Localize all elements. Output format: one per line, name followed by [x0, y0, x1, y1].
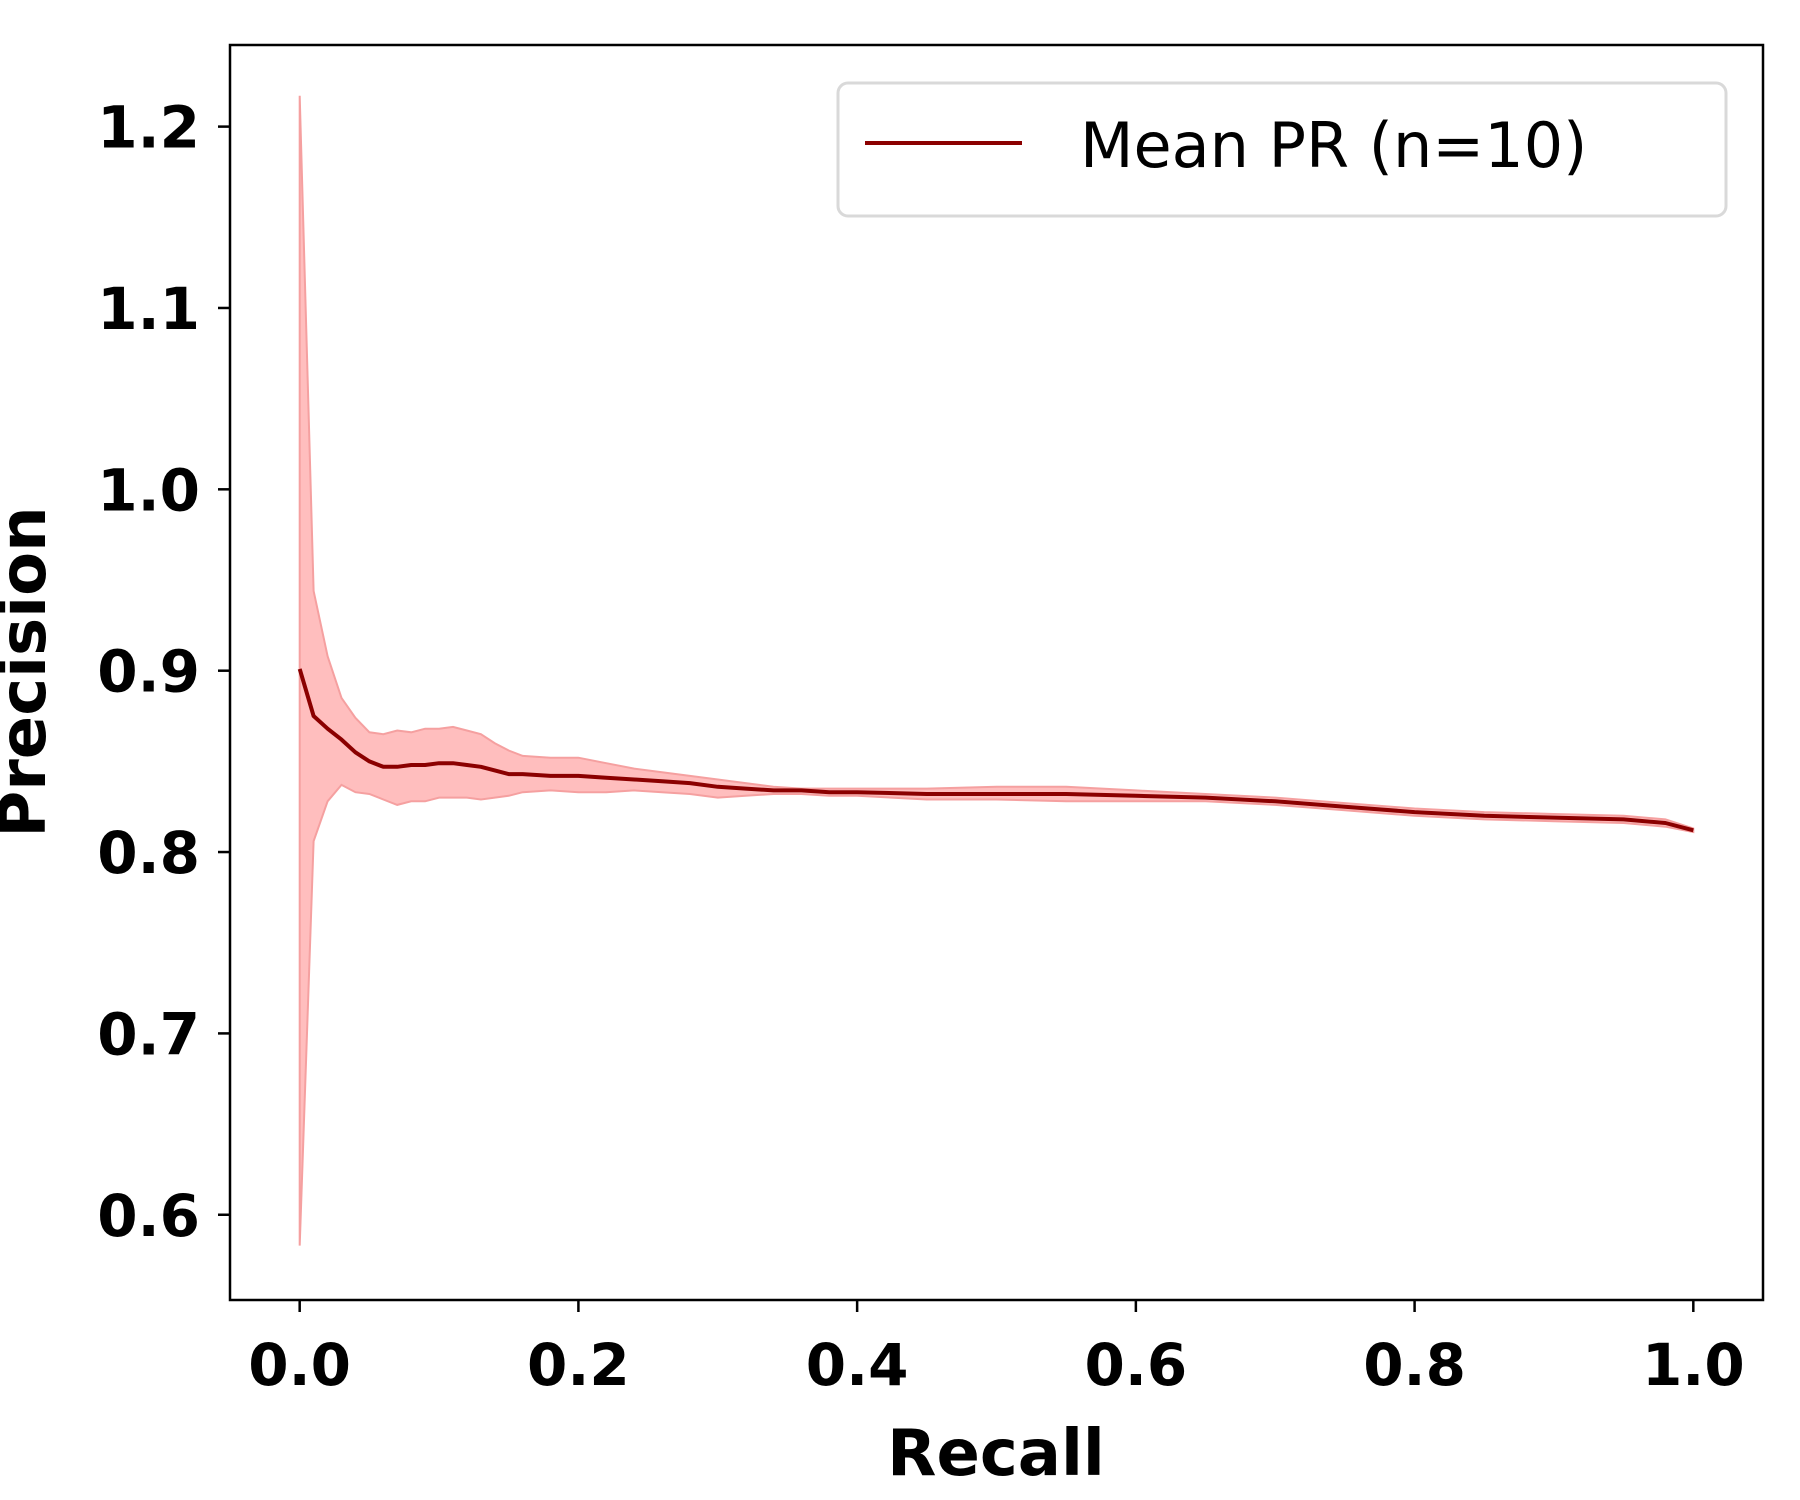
x-tick-label: 0.8 — [1363, 1331, 1466, 1399]
y-tick-label: 0.9 — [97, 638, 200, 706]
x-tick-label: 0.4 — [806, 1331, 909, 1399]
y-tick-label: 0.6 — [97, 1182, 200, 1250]
series-0-confidence-band — [298, 95, 1695, 1246]
legend-box — [836, 81, 1728, 218]
y-tick-label: 0.8 — [97, 819, 200, 887]
plot-area — [297, 95, 1695, 1246]
x-axis-title: Recall — [887, 1417, 1105, 1491]
x-tick-label: 1.0 — [1642, 1331, 1745, 1399]
y-axis-title: Precision — [0, 506, 61, 837]
y-tick-label: 1.0 — [97, 456, 200, 524]
axes-frame — [228, 43, 1765, 1302]
y-tick-label: 1.1 — [97, 275, 200, 343]
x-tick-label: 0.6 — [1084, 1331, 1187, 1399]
legend: Mean PR (n=10) — [836, 81, 1728, 218]
y-tick-label: 1.2 — [97, 94, 200, 162]
x-tick-label: 0.2 — [527, 1331, 630, 1399]
x-tick-label: 0.0 — [248, 1331, 351, 1399]
y-tick-label: 0.7 — [97, 1000, 200, 1068]
legend-label: Mean PR (n=10) — [1080, 109, 1587, 182]
series-0-mean-line — [297, 668, 1694, 833]
axis-ticks: 0.0 0.2 0.4 0.6 0.8 1.0 0.6 0.7 0.8 0.9 1.0 1.1 1.2 — [97, 94, 1744, 1399]
